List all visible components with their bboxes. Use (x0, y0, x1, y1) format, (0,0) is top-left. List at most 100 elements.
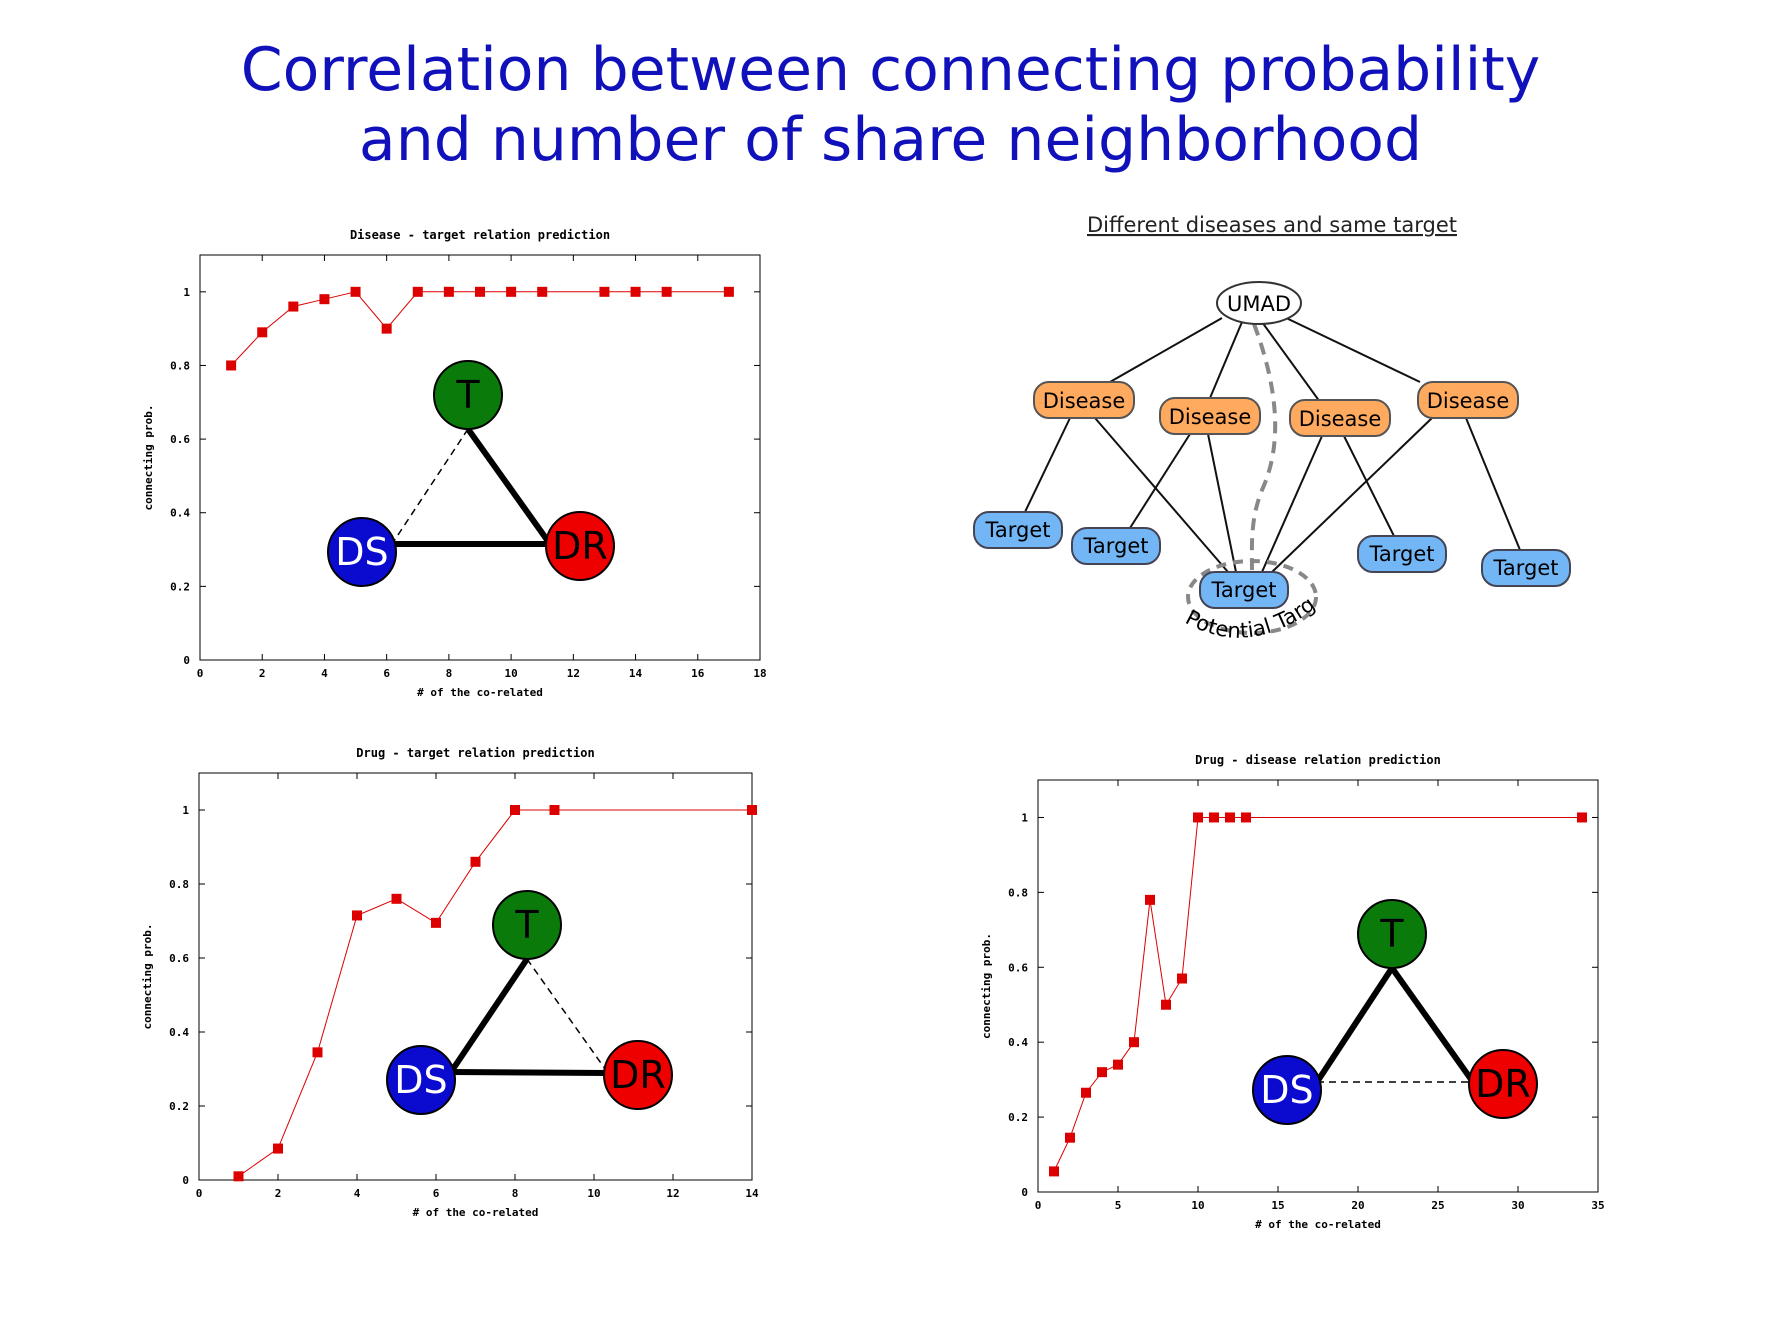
node-label-t: T (455, 373, 480, 417)
disease-node-4 (1417, 381, 1519, 419)
plot-frame (198, 772, 753, 1181)
chart-title: Drug - target relation prediction (356, 746, 594, 760)
node-ds (327, 517, 397, 587)
edge-d4-target-pot (1271, 417, 1433, 573)
data-point (599, 286, 610, 297)
x-tick-label: 6 (383, 667, 390, 680)
plot-frame (1037, 779, 1599, 1193)
disease-label-4: Disease (1427, 389, 1510, 413)
data-point (1241, 812, 1251, 823)
y-tick-label: 0.8 (1008, 886, 1028, 899)
y-tick-label: 0.4 (1008, 1036, 1028, 1049)
data-point (661, 286, 672, 297)
x-tick-label: 0 (196, 1187, 203, 1200)
data-point (475, 286, 485, 297)
y-tick-label: 0.6 (170, 433, 190, 446)
data-point (1065, 1132, 1075, 1143)
target-node-3 (1357, 535, 1447, 573)
data-point (381, 323, 392, 334)
data-point (1161, 999, 1171, 1010)
x-tick-label: 0 (197, 667, 204, 680)
x-tick-label: 16 (691, 667, 705, 680)
edge-d4-target-4 (1465, 417, 1521, 551)
node-label-t: T (1379, 912, 1404, 956)
y-tick-label: 0.4 (169, 1026, 189, 1039)
data-point (1081, 1087, 1091, 1098)
edge-d3-target-pot (1261, 435, 1323, 573)
x-tick-label: 0 (1035, 1199, 1042, 1212)
x-tick-label: 25 (1431, 1199, 1444, 1212)
x-tick-label: 5 (1115, 1199, 1122, 1212)
node-label-ds: DS (335, 530, 388, 574)
data-point (288, 301, 299, 312)
y-tick-label: 0.6 (1008, 961, 1028, 974)
data-point (391, 893, 402, 904)
data-point (319, 294, 330, 305)
disease-label-1: Disease (1043, 389, 1126, 413)
y-tick-label: 0 (182, 1174, 189, 1187)
y-tick-label: 1 (182, 804, 189, 817)
diagram-edges (1024, 315, 1521, 573)
data-point (350, 286, 361, 297)
edge-d1-target-1 (1024, 417, 1071, 513)
node-label-dr: DR (610, 1053, 666, 1097)
data-point (510, 805, 520, 815)
y-tick-label: 0.2 (1008, 1111, 1028, 1124)
data-point (1049, 1166, 1059, 1177)
umad-label: UMAD (1227, 292, 1291, 316)
node-label-t: T (514, 903, 539, 947)
y-tick-label: 0 (183, 654, 190, 667)
data-point (412, 286, 423, 297)
x-tick-label: 12 (567, 667, 580, 680)
x-tick-label: 2 (259, 667, 266, 680)
x-tick-label: 15 (1271, 1199, 1284, 1212)
node-t (1357, 899, 1427, 969)
data-point (352, 910, 362, 921)
target-label-2: Target (1083, 534, 1149, 558)
x-tick-label: 8 (446, 667, 453, 680)
data-point (1097, 1067, 1107, 1078)
triangle-edge-t-ds-predicted (391, 428, 469, 545)
data-point (1193, 812, 1203, 823)
data-point (233, 1171, 244, 1182)
x-axis-label: # of the co-related (1255, 1218, 1381, 1231)
page-title-line-1: Correlation between connecting probabili… (240, 35, 1541, 105)
node-label-ds: DS (394, 1058, 447, 1102)
data-point (312, 1047, 323, 1058)
x-tick-label: 14 (629, 667, 643, 680)
diagram-title: Different diseases and same target (1087, 213, 1457, 237)
y-tick-label: 0.2 (170, 580, 190, 593)
target-label-1: Target (985, 518, 1051, 542)
edge-umad-disease-1 (1109, 317, 1223, 383)
y-tick-label: 0.4 (170, 507, 190, 520)
data-point (1129, 1037, 1139, 1048)
target-label-4: Target (1493, 556, 1559, 580)
data-point (431, 917, 441, 928)
edge-d1-target-pot (1094, 417, 1229, 573)
x-tick-label: 35 (1591, 1199, 1604, 1212)
disease-node-2 (1159, 397, 1261, 435)
target-node-2 (1071, 527, 1161, 565)
x-axis-label: # of the co-related (413, 1206, 539, 1219)
data-point (1177, 973, 1187, 984)
y-tick-label: 0.2 (169, 1100, 189, 1113)
edge-d2-target-2 (1129, 433, 1191, 529)
triangle-edge-t-dr (1389, 966, 1476, 1084)
y-tick-label: 0 (1021, 1186, 1028, 1199)
data-point (257, 327, 268, 338)
x-tick-label: 4 (354, 1187, 361, 1200)
triangle-edge-ds-dr (450, 1069, 609, 1076)
y-tick-label: 1 (1021, 811, 1028, 824)
data-point (549, 805, 560, 815)
data-point (723, 286, 734, 297)
node-dr (545, 511, 615, 581)
data-point (226, 360, 237, 371)
node-dr (1468, 1049, 1538, 1119)
triangle-edge-t-dr (465, 427, 553, 546)
x-tick-label: 2 (275, 1187, 282, 1200)
y-axis-label: connecting prob. (980, 933, 993, 1039)
node-ds (1252, 1055, 1322, 1125)
